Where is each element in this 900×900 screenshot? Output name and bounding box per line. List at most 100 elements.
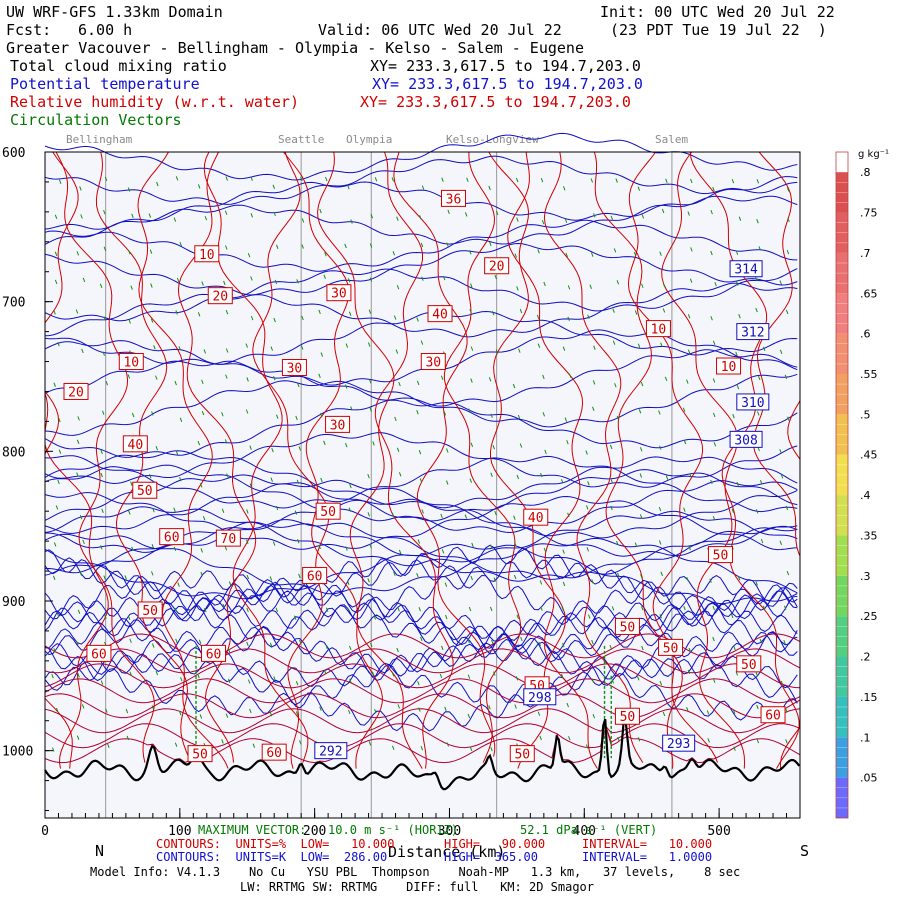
- theta-contour-line: [44, 558, 798, 633]
- circulation-vector: [76, 472, 79, 477]
- circulation-vector: [470, 575, 473, 581]
- circulation-vector: [690, 178, 693, 184]
- circulation-vector: [690, 247, 693, 252]
- circulation-vector: [151, 705, 155, 710]
- circulation-vector: [128, 319, 131, 324]
- circulation-vector: [731, 508, 735, 513]
- circulation-vector: [516, 614, 519, 619]
- circulation-vector: [439, 673, 443, 679]
- circulation-vector: [616, 540, 619, 546]
- rh-contour-line: [393, 152, 496, 757]
- circulation-vector: [687, 314, 691, 319]
- rh-label-text: 20: [489, 260, 505, 275]
- y-tick-label: 800: [2, 445, 25, 460]
- relative-humidity-contours: [44, 152, 801, 769]
- circulation-vector: [54, 251, 58, 257]
- circulation-vector: [735, 250, 739, 255]
- circulation-vector: [82, 277, 86, 283]
- circulation-vector: [762, 346, 766, 351]
- circulation-vector: [102, 351, 105, 356]
- circulation-vector: [659, 445, 662, 450]
- theta-contour-line: [44, 474, 798, 534]
- rh-label-text: 50: [320, 505, 336, 520]
- circulation-vector: [100, 472, 103, 478]
- rh-label: 60: [760, 706, 786, 724]
- circulation-vector: [780, 474, 784, 479]
- circulation-vector: [736, 385, 740, 390]
- circulation-vector: [755, 276, 758, 282]
- rh-label: 60: [86, 644, 112, 662]
- rh-contour-line-low: [44, 693, 801, 719]
- theta-contour-line: [44, 543, 798, 605]
- circulation-vector: [516, 217, 519, 222]
- circulation-vector: [298, 639, 302, 645]
- circulation-vector: [367, 578, 370, 583]
- circulation-vector: [225, 310, 229, 315]
- circulation-vector: [225, 713, 229, 718]
- circulation-vector: [712, 516, 716, 521]
- circulation-vector: [152, 643, 155, 648]
- circulation-vector: [51, 747, 55, 752]
- circulation-vector: [687, 211, 690, 216]
- circulation-vector: [250, 213, 253, 218]
- circulation-vector: [779, 280, 782, 285]
- rh-label-box: [86, 644, 112, 662]
- circulation-vector: [490, 747, 493, 752]
- circulation-vector: [513, 574, 517, 580]
- circulation-vector: [298, 446, 302, 451]
- field-circulation-vectors: Circulation Vectors: [10, 111, 182, 129]
- theta-label-text: 298: [528, 691, 551, 706]
- circulation-vector: [467, 638, 470, 644]
- circulation-vector: [374, 708, 377, 714]
- circulation-vector: [689, 473, 692, 479]
- model-info: Model Info: V4.1.3 No Cu YSU PBL Thompso…: [90, 865, 741, 879]
- rh-contour-line: [753, 152, 800, 769]
- rh-label-text: 50: [713, 549, 729, 564]
- circulation-vector: [640, 574, 643, 579]
- circulation-vector: [416, 317, 419, 322]
- circulation-vector: [488, 377, 492, 382]
- circulation-vector: [369, 277, 373, 282]
- circulation-vector: [126, 735, 130, 741]
- circulation-vector: [391, 672, 395, 677]
- rh-label-box: [118, 353, 144, 371]
- circulation-vector: [226, 473, 229, 478]
- circulation-vector: [464, 514, 468, 519]
- valid-time: Valid: 06 UTC Wed 20 Jul 22: [318, 21, 562, 39]
- theta-contour-line: [44, 432, 798, 488]
- circulation-vector: [733, 746, 736, 751]
- colorbar-label: .5: [860, 408, 871, 421]
- colorbar-label: .05: [860, 772, 878, 785]
- max-vector-vert: 52.1 dPa s⁻¹ (VERT): [520, 823, 658, 837]
- rh-label: 20: [484, 257, 510, 275]
- circulation-vector: [103, 246, 107, 251]
- theta-contour-line: [44, 570, 798, 646]
- circulation-vector: [446, 242, 449, 247]
- circulation-vector: [592, 380, 596, 385]
- circulation-vector: [567, 512, 570, 517]
- circulation-vector: [271, 447, 274, 453]
- circulation-vector: [686, 707, 689, 712]
- circulation-vector: [517, 414, 521, 420]
- circulation-vector: [349, 645, 352, 651]
- circulation-vector: [585, 450, 588, 455]
- circulation-vector: [735, 351, 738, 356]
- rh-contour-line-low: [44, 648, 801, 674]
- theta-label-text: 314: [734, 263, 758, 278]
- model-title: UW WRF-GFS 1.33km Domain: [6, 3, 223, 21]
- circulation-vector: [516, 286, 519, 291]
- circulation-vector: [152, 508, 155, 513]
- circulation-vector: [447, 209, 450, 215]
- rh-contour-line: [787, 152, 800, 460]
- local-time: (23 PDT Tue 19 Jul 22 ): [610, 21, 827, 39]
- circulation-vector: [493, 577, 497, 582]
- circulation-vector: [420, 340, 424, 345]
- circulation-vector: [179, 711, 182, 716]
- colorbar-label: .35: [860, 529, 878, 542]
- rh-label: 50: [187, 745, 213, 763]
- circulation-vector: [368, 309, 372, 314]
- circulation-vector: [587, 314, 590, 319]
- circulation-vector: [441, 549, 445, 554]
- rh-label-text: 60: [206, 647, 222, 662]
- rh-label: 30: [420, 353, 446, 371]
